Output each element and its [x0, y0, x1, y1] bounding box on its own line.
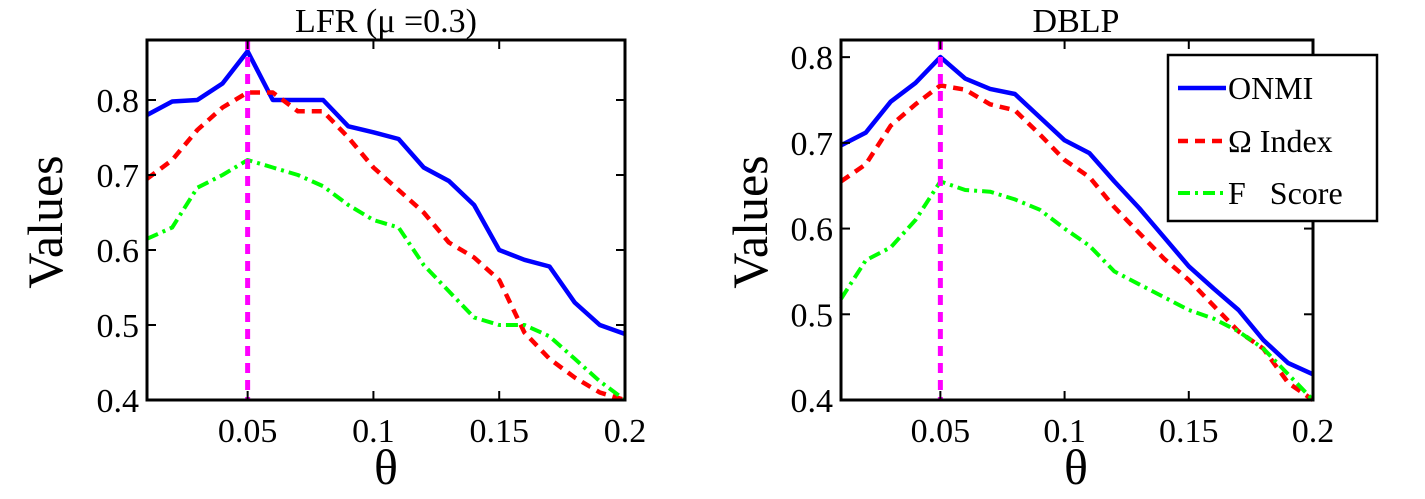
x-tick-label: 0.2 [1292, 413, 1335, 450]
chart-title: DBLP [1033, 3, 1120, 40]
y-tick-label: 0.8 [97, 83, 140, 120]
y-tick-label: 0.7 [791, 126, 834, 163]
x-tick-label: 0.15 [1159, 413, 1219, 450]
legend: ONMI Ω Index F Score [1166, 53, 1379, 223]
series-line-onmi [145, 49, 626, 337]
x-tick-label: 0.2 [604, 413, 647, 450]
series-line-fscore [839, 179, 1315, 402]
series-line-onmi [839, 54, 1314, 377]
x-tick-label: 0.05 [911, 413, 971, 450]
x-tick-label: 0.1 [1043, 413, 1086, 450]
x-tick-label: 0.15 [469, 413, 529, 450]
x-axis-label: θ [374, 439, 398, 495]
plot-frame [145, 38, 627, 402]
y-tick-label: 0.5 [97, 308, 140, 345]
legend-label-fscore: F Score [1228, 175, 1343, 211]
y-tick-label: 0.4 [97, 383, 140, 420]
y-tick-label: 0.8 [791, 40, 834, 77]
y-tick-label: 0.4 [791, 383, 834, 420]
x-tick-label: 0.05 [218, 413, 278, 450]
series-line-fscore [146, 158, 627, 402]
y-axis-label: Values [17, 155, 73, 288]
x-tick-label: 0.1 [352, 413, 395, 450]
series-line-omega [839, 83, 1315, 402]
y-axis-label: Values [722, 155, 778, 288]
series-line-omega [145, 90, 626, 403]
legend-box [1166, 53, 1379, 223]
x-axis-label: θ [1064, 439, 1088, 495]
legend-label-onmi: ONMI [1228, 70, 1313, 106]
y-tick-label: 0.6 [791, 212, 834, 249]
y-tick-label: 0.5 [791, 297, 834, 334]
chart-title: LFR (μ =0.3) [295, 3, 477, 40]
y-tick-label: 0.7 [97, 158, 140, 195]
chart-panel-lfr: LFR (μ =0.3) Values θ 0.05 0.1 0.15 0.2 0.4 0… [17, 3, 646, 495]
chart-panel-dblp: DBLP Values θ 0.05 0.1 0.15 0.2 0.4 0.5 0.6 0.7… [722, 3, 1379, 495]
legend-label-omega: Ω Index [1228, 123, 1333, 159]
y-tick-label: 0.6 [97, 233, 140, 270]
